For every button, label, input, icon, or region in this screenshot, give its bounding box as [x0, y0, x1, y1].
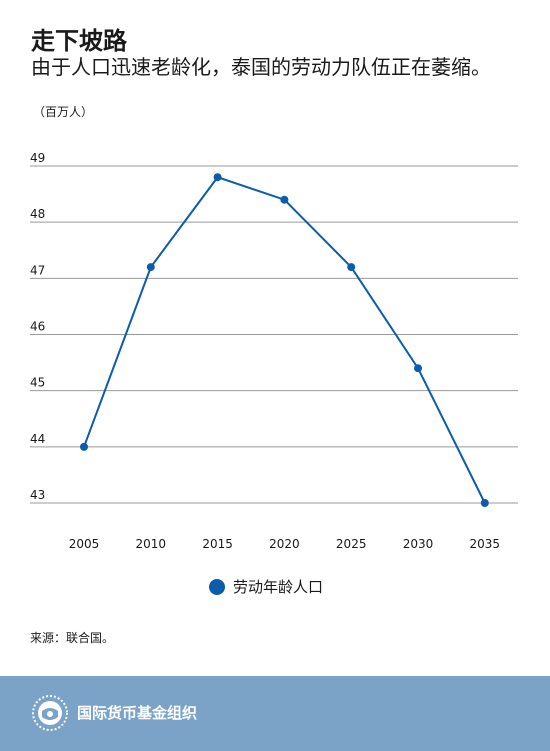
source-note: 来源：联合国。	[30, 631, 115, 645]
y-axis-ticks: 49 48 47 46 45 44 43	[30, 151, 45, 502]
org-name: 国际货币基金组织	[77, 704, 198, 722]
chart-title: 走下坡路	[31, 27, 127, 55]
data-point	[480, 499, 489, 507]
y-tick-label: 46	[30, 320, 45, 334]
series-line	[83, 176, 486, 504]
y-tick-label: 48	[30, 207, 45, 221]
x-tick-label: 2015	[202, 537, 233, 551]
y-tick-label: 49	[30, 151, 45, 165]
data-point	[80, 442, 88, 451]
x-tick-label: 2010	[136, 537, 167, 551]
imf-seal-icon	[32, 695, 68, 731]
y-tick-label: 44	[30, 432, 45, 446]
data-point	[280, 195, 289, 204]
x-tick-label: 2035	[470, 537, 501, 551]
data-point	[347, 263, 356, 272]
footer-bar: 国际货币基金组织	[0, 676, 550, 751]
x-axis-ticks: 2005 2010 2015 2020 2025 2030 2035	[69, 537, 500, 551]
x-tick-label: 2005	[69, 537, 100, 551]
y-tick-label: 45	[30, 376, 45, 390]
data-point	[414, 364, 422, 373]
series-group	[80, 173, 489, 507]
grid-lines	[30, 165, 518, 504]
x-tick-label: 2020	[269, 537, 300, 551]
legend: 劳动年龄人口	[209, 576, 323, 597]
chart-subtitle: 由于人口迅速老龄化，泰国的劳动力队伍正在萎缩。	[31, 55, 491, 79]
x-tick-label: 2030	[403, 537, 434, 551]
legend-label: 劳动年龄人口	[233, 578, 324, 596]
x-tick-label: 2025	[336, 537, 367, 551]
unit-label: （百万人）	[33, 105, 94, 119]
data-point	[146, 263, 155, 272]
y-tick-label: 47	[30, 263, 45, 277]
data-point	[213, 173, 222, 182]
legend-marker	[209, 578, 225, 595]
y-tick-label: 43	[30, 488, 45, 502]
